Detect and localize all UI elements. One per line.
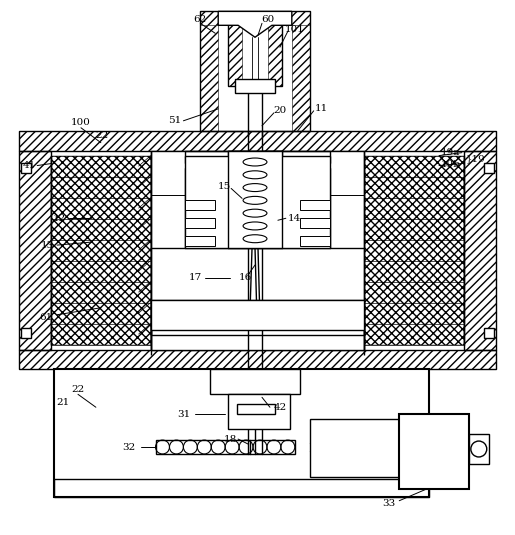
Text: 51: 51: [168, 116, 181, 125]
Bar: [19, 349, 496, 370]
Bar: [150, 325, 365, 334]
Text: 14: 14: [288, 214, 301, 223]
Bar: [210, 370, 300, 377]
Bar: [19, 131, 496, 151]
Text: 22: 22: [72, 385, 84, 394]
Bar: [21, 163, 31, 172]
Bar: [19, 349, 496, 370]
Bar: [228, 16, 282, 86]
Bar: [484, 163, 494, 172]
Bar: [228, 151, 282, 248]
Text: 42: 42: [273, 403, 286, 412]
Bar: [265, 79, 275, 93]
Text: 60: 60: [261, 15, 274, 24]
Bar: [185, 151, 330, 163]
Bar: [235, 79, 275, 93]
Bar: [185, 156, 330, 248]
Text: }19: }19: [466, 154, 486, 163]
Bar: [51, 156, 150, 345]
Bar: [150, 151, 365, 349]
Bar: [399, 414, 469, 489]
Text: 32: 32: [122, 442, 135, 452]
Bar: [156, 440, 295, 454]
Text: 61: 61: [40, 313, 53, 322]
Text: 41: 41: [23, 161, 36, 170]
Bar: [185, 236, 215, 246]
Bar: [235, 79, 245, 93]
Bar: [200, 11, 310, 25]
Bar: [150, 325, 365, 334]
Text: 21: 21: [57, 398, 70, 407]
Bar: [484, 327, 494, 338]
Text: 11: 11: [315, 104, 328, 113]
Bar: [54, 370, 429, 497]
Bar: [185, 151, 330, 163]
Bar: [19, 151, 51, 349]
Bar: [469, 434, 489, 464]
Bar: [464, 151, 496, 349]
Bar: [19, 151, 51, 349]
Bar: [54, 479, 429, 497]
Bar: [300, 201, 330, 210]
Bar: [300, 218, 330, 228]
Bar: [210, 370, 300, 394]
Text: 22: 22: [95, 131, 109, 140]
Bar: [292, 11, 310, 131]
Text: 33: 33: [383, 499, 396, 508]
Bar: [150, 300, 365, 330]
Text: 31: 31: [177, 410, 190, 419]
Text: 17: 17: [188, 273, 202, 282]
Text: 13: 13: [41, 241, 54, 250]
Text: 18: 18: [224, 434, 237, 444]
Bar: [310, 419, 399, 477]
Text: 15: 15: [217, 182, 231, 191]
Bar: [228, 394, 290, 429]
Text: 20: 20: [273, 106, 286, 116]
Bar: [300, 236, 330, 246]
Bar: [185, 201, 215, 210]
Bar: [19, 131, 496, 151]
Text: 101: 101: [285, 25, 305, 34]
Text: 62: 62: [194, 15, 207, 24]
Text: 12: 12: [53, 214, 66, 223]
Bar: [464, 151, 496, 349]
Bar: [54, 479, 429, 497]
Bar: [365, 156, 464, 345]
Text: 19a: 19a: [441, 148, 460, 157]
Circle shape: [471, 441, 487, 457]
Polygon shape: [218, 11, 292, 37]
Bar: [268, 16, 282, 86]
Bar: [200, 11, 310, 131]
Bar: [228, 16, 242, 86]
Text: 19b: 19b: [441, 160, 461, 169]
Text: 16: 16: [238, 273, 252, 282]
Bar: [185, 218, 215, 228]
Bar: [200, 11, 218, 131]
Bar: [150, 151, 185, 210]
Bar: [21, 327, 31, 338]
Bar: [330, 151, 365, 210]
Bar: [237, 404, 275, 414]
Text: 100: 100: [71, 118, 91, 127]
